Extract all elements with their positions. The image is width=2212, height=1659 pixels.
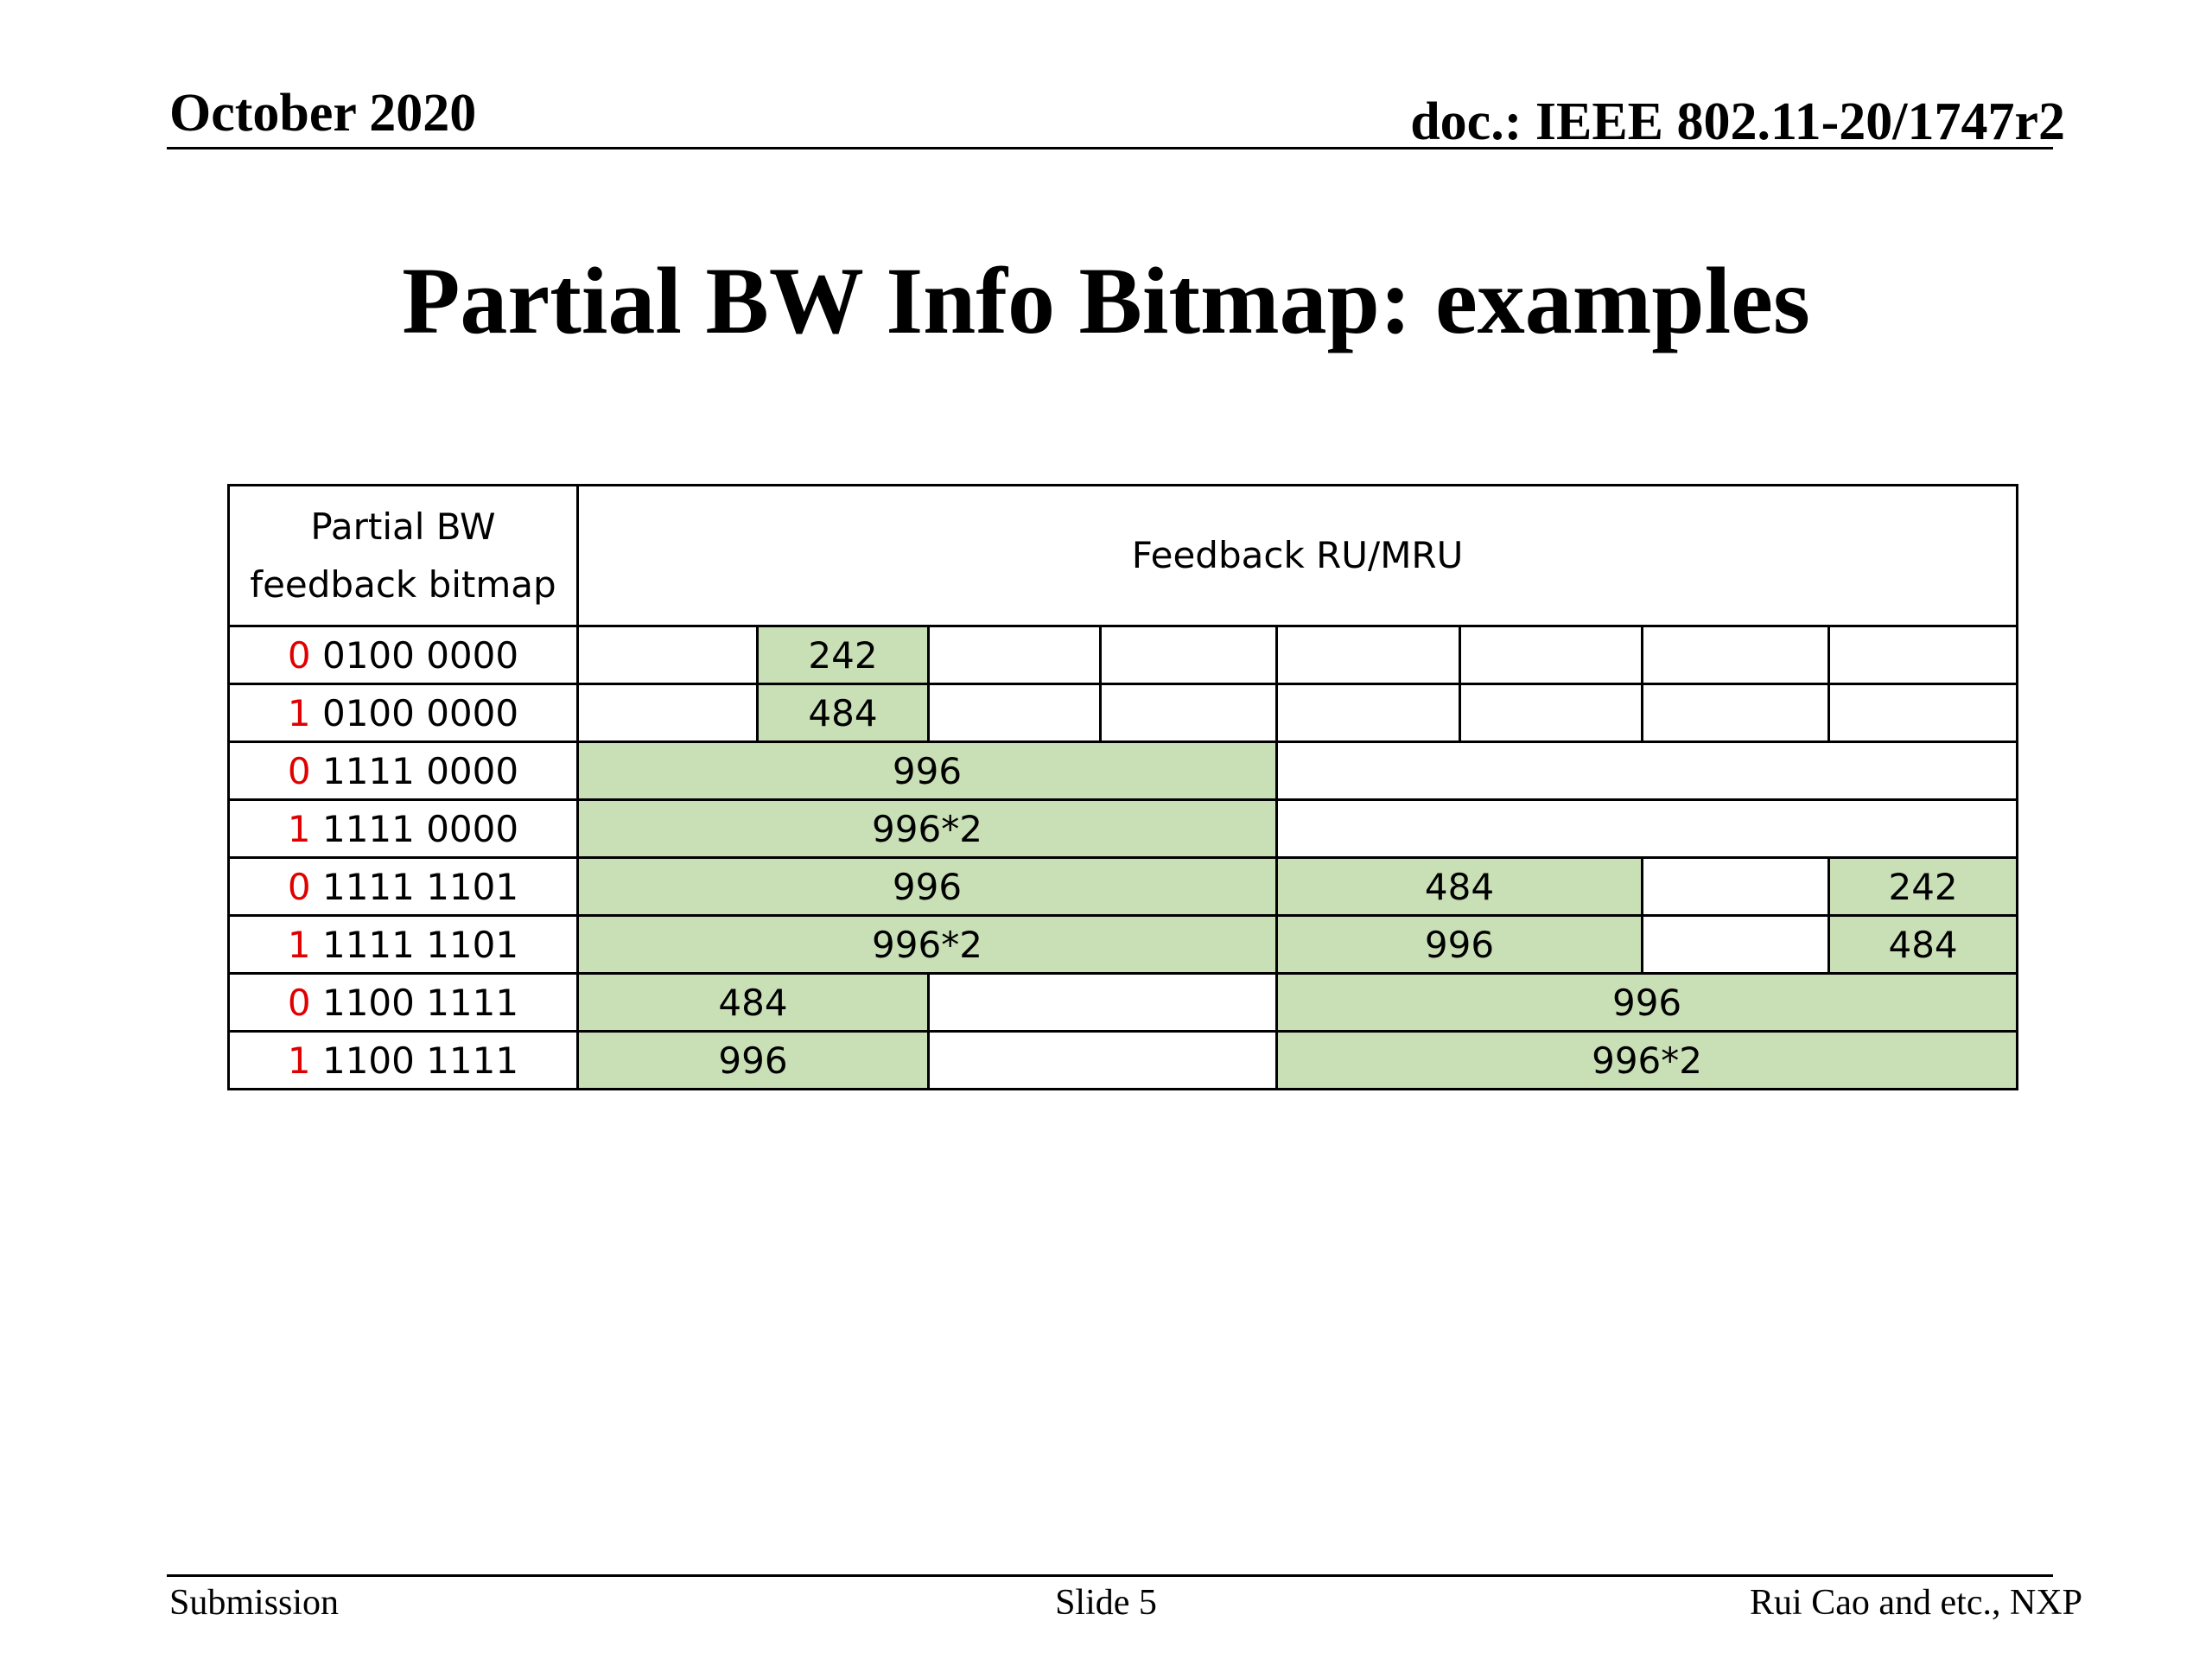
header-rule	[167, 147, 2053, 149]
empty-cell	[927, 972, 1278, 1033]
table-row: 1 1100 1111 996 996*2	[227, 1030, 2019, 1090]
leading-bit: 0	[287, 981, 311, 1024]
ru-cell: 996	[576, 741, 1278, 801]
empty-cell	[1641, 856, 1830, 917]
col-header-bitmap-line1: Partial BW	[310, 505, 496, 548]
leading-bit: 1	[287, 1039, 311, 1082]
empty-cell	[1641, 683, 1830, 743]
header-doc-id: doc.: IEEE 802.11-20/1747r2	[1410, 92, 2065, 151]
table-row: 0 0100 0000 242	[227, 625, 2019, 685]
ru-cell: 996	[1275, 914, 1643, 975]
table-row: 0 1111 0000 996	[227, 741, 2019, 801]
ru-cell: 242	[756, 625, 930, 685]
bitmap-bits: 1111 1101	[310, 865, 519, 908]
empty-cell	[1459, 625, 1643, 685]
empty-cell	[1827, 683, 2019, 743]
bitmap-bits: 1111 0000	[310, 749, 519, 792]
bitmap-cell: 1 0100 0000	[227, 683, 579, 743]
empty-cell	[1641, 625, 1830, 685]
empty-cell	[1827, 625, 2019, 685]
col-header-bitmap: Partial BW feedback bitmap	[227, 484, 579, 627]
empty-cell	[576, 683, 759, 743]
empty-cell	[1275, 683, 1461, 743]
empty-cell	[1641, 914, 1830, 975]
empty-cell	[1275, 625, 1461, 685]
bitmap-cell: 0 1111 0000	[227, 741, 579, 801]
leading-bit: 0	[287, 749, 311, 792]
empty-cell	[927, 1030, 1278, 1090]
table-row: 1 0100 0000 484	[227, 683, 2019, 743]
footer-submission: Submission	[169, 1583, 340, 1623]
table-row: 1 1111 1101 996*2 996 484	[227, 914, 2019, 975]
bitmap-cell: 0 1100 1111	[227, 972, 579, 1033]
header-date: October 2020	[169, 84, 477, 143]
bitmap-bits: 0100 0000	[310, 691, 519, 734]
ru-cell: 996	[576, 856, 1278, 917]
ru-cell: 242	[1827, 856, 2019, 917]
bitmap-cell: 0 0100 0000	[227, 625, 579, 685]
col-header-bitmap-line2: feedback bitmap	[250, 563, 556, 606]
empty-cell	[1099, 625, 1278, 685]
bitmap-cell: 1 1111 0000	[227, 798, 579, 859]
table-row: 1 1111 0000 996*2	[227, 798, 2019, 859]
empty-cell	[1099, 683, 1278, 743]
ru-cell: 484	[576, 972, 930, 1033]
footer-author: Rui Cao and etc., NXP	[1750, 1583, 2082, 1623]
ru-cell: 484	[1827, 914, 2019, 975]
leading-bit: 1	[287, 691, 311, 734]
ru-cell: 996*2	[1274, 1030, 2019, 1090]
ru-cell: 996	[576, 1030, 930, 1090]
table-row: 0 1100 1111 484 996	[227, 972, 2019, 1033]
bitmap-bits: 1111 0000	[310, 807, 519, 850]
bitmap-cell: 0 1111 1101	[227, 856, 579, 917]
slide-title: Partial BW Info Bitmap: examples	[402, 248, 1810, 353]
empty-cell	[1274, 798, 2019, 859]
col-header-feedback: Feedback RU/MRU	[575, 484, 2019, 627]
ru-cell: 484	[756, 683, 930, 743]
bitmap-bits: 0100 0000	[310, 633, 519, 677]
bitmap-cell: 1 1111 1101	[227, 914, 579, 975]
ru-cell: 484	[1275, 856, 1643, 917]
empty-cell	[1274, 741, 2019, 801]
bitmap-table: Partial BW feedback bitmap Feedback RU/M…	[227, 484, 2019, 1090]
empty-cell	[1459, 683, 1643, 743]
bitmap-bits: 1100 1111	[310, 1039, 519, 1082]
leading-bit: 1	[287, 807, 311, 850]
table-header-row: Partial BW feedback bitmap Feedback RU/M…	[227, 484, 2019, 627]
empty-cell	[927, 625, 1102, 685]
leading-bit: 1	[287, 923, 311, 966]
ru-cell: 996*2	[576, 798, 1278, 859]
bitmap-cell: 1 1100 1111	[227, 1030, 579, 1090]
footer-rule	[167, 1574, 2053, 1577]
empty-cell	[576, 625, 759, 685]
empty-cell	[927, 683, 1102, 743]
bitmap-bits: 1111 1101	[310, 923, 519, 966]
ru-cell: 996*2	[576, 914, 1278, 975]
footer-slide-number: Slide 5	[1055, 1583, 1157, 1623]
leading-bit: 0	[287, 865, 311, 908]
ru-cell: 996	[1274, 972, 2019, 1033]
table-row: 0 1111 1101 996 484 242	[227, 856, 2019, 917]
bitmap-bits: 1100 1111	[310, 981, 519, 1024]
leading-bit: 0	[287, 633, 311, 677]
